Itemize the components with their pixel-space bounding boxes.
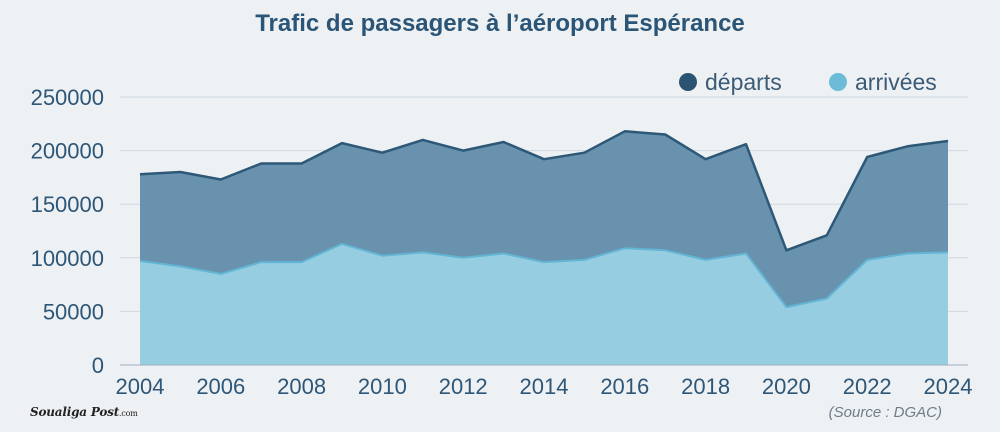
chart-title: Trafic de passagers à l’aéroport Espéran…	[255, 10, 745, 37]
area-departs	[140, 131, 948, 308]
x-tick-label-2020: 2020	[762, 374, 811, 399]
point-arrivees-2009	[339, 241, 345, 247]
x-tick-label-2014: 2014	[520, 374, 569, 399]
x-tick-label-2006: 2006	[196, 374, 245, 399]
line-arrivees	[139, 242, 949, 309]
y-tick-label-250000: 250000	[31, 85, 104, 110]
point-arrivees-2023	[905, 251, 911, 257]
line-departs	[139, 130, 949, 252]
legend-item-departs[interactable]: départs	[679, 69, 782, 95]
y-tick-label-200000: 200000	[31, 139, 104, 164]
y-tick-label-50000: 50000	[43, 299, 104, 324]
y-tick-label-150000: 150000	[31, 192, 104, 217]
point-arrivees-2017	[662, 247, 668, 253]
point-arrivees-2005	[177, 263, 183, 269]
x-tick-label-2022: 2022	[843, 374, 892, 399]
brand-name: Soualiga Post	[30, 405, 120, 419]
point-departs-2022	[864, 154, 870, 160]
point-departs-2020	[783, 247, 789, 253]
x-tick-label-2016: 2016	[600, 374, 649, 399]
series-lines	[139, 130, 949, 309]
point-departs-2010	[379, 150, 385, 156]
x-axis-tick-labels: 2004 2006 2008 2010 2012 2014 2016 2018 2020 2022…	[116, 374, 973, 399]
point-arrivees-2024	[945, 249, 951, 255]
point-arrivees-2010	[379, 253, 385, 259]
brand-suffix: .com	[119, 409, 138, 418]
point-departs-2004	[137, 171, 143, 177]
point-arrivees-2011	[420, 249, 426, 255]
point-departs-2006	[218, 177, 224, 183]
point-arrivees-2006	[218, 271, 224, 277]
x-tick-label-2004: 2004	[116, 374, 165, 399]
point-arrivees-2013	[501, 251, 507, 257]
point-departs-2012	[460, 148, 466, 154]
point-arrivees-2012	[460, 255, 466, 261]
point-departs-2007	[258, 161, 264, 167]
point-arrivees-2018	[703, 257, 709, 263]
point-departs-2023	[905, 143, 911, 149]
point-departs-2019	[743, 141, 749, 147]
point-arrivees-2014	[541, 259, 547, 265]
point-departs-2011	[420, 137, 426, 143]
point-departs-2015	[581, 150, 587, 156]
point-departs-2005	[177, 169, 183, 175]
y-tick-label-100000: 100000	[31, 246, 104, 271]
point-arrivees-2008	[299, 259, 305, 265]
x-tick-label-2008: 2008	[277, 374, 326, 399]
x-tick-label-2010: 2010	[358, 374, 407, 399]
point-arrivees-2020	[783, 304, 789, 310]
point-arrivees-2015	[581, 257, 587, 263]
point-departs-2016	[622, 128, 628, 134]
point-arrivees-2022	[864, 257, 870, 263]
point-arrivees-2019	[743, 251, 749, 257]
point-departs-2024	[945, 138, 951, 144]
point-arrivees-2016	[622, 245, 628, 251]
point-departs-2008	[299, 161, 305, 167]
point-departs-2018	[703, 156, 709, 162]
y-axis-tick-labels: 0 50000 100000 150000 200000 250000	[31, 85, 104, 378]
point-arrivees-2004	[137, 258, 143, 264]
y-tick-label-0: 0	[92, 353, 104, 378]
legend-swatch-departs	[679, 73, 697, 91]
point-departs-2014	[541, 156, 547, 162]
point-arrivees-2007	[258, 259, 264, 265]
legend-item-arrivees[interactable]: arrivées	[829, 69, 937, 95]
point-departs-2013	[501, 139, 507, 145]
x-tick-label-2012: 2012	[439, 374, 488, 399]
series-areas	[140, 131, 948, 365]
point-departs-2017	[662, 132, 668, 138]
point-departs-2021	[824, 232, 830, 238]
x-tick-label-2024: 2024	[924, 374, 973, 399]
x-tick-label-2018: 2018	[681, 374, 730, 399]
legend-label-arrivees: arrivées	[855, 68, 937, 95]
legend-swatch-arrivees	[829, 73, 847, 91]
point-arrivees-2021	[824, 296, 830, 302]
brand-logo: Soualiga Post.com	[30, 405, 138, 419]
area-arrivees	[140, 243, 948, 365]
legend-label-departs: départs	[705, 68, 782, 95]
source-note: (Source : DGAC)	[828, 404, 942, 421]
point-departs-2009	[339, 140, 345, 146]
